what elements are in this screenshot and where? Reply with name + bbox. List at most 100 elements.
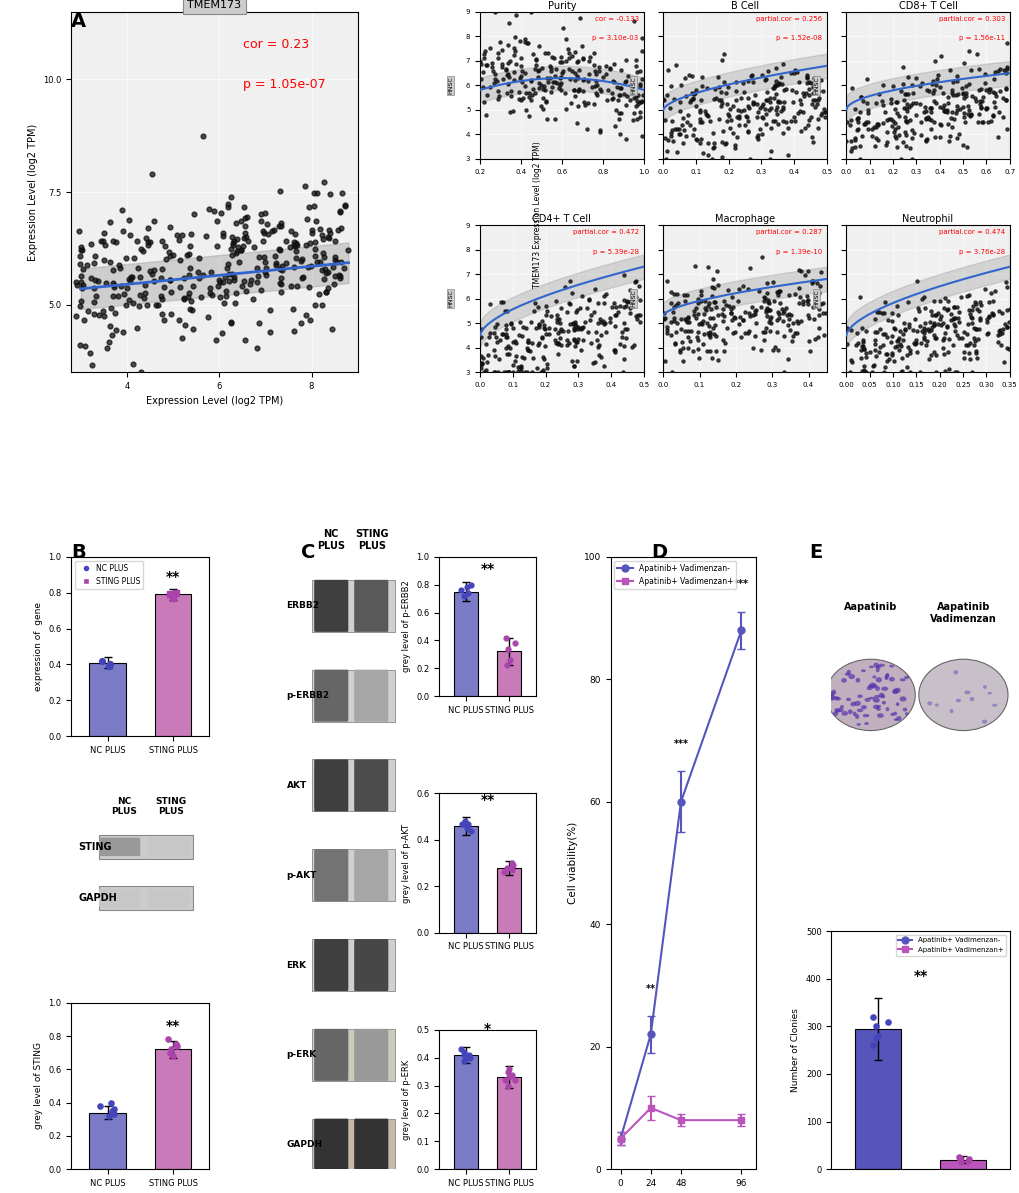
Point <box>537 324 553 344</box>
Point <box>524 348 540 367</box>
Point <box>499 64 516 84</box>
Ellipse shape <box>926 701 931 705</box>
Point <box>627 272 643 291</box>
Point <box>258 259 274 278</box>
Point <box>123 267 140 286</box>
Ellipse shape <box>895 703 899 706</box>
Point <box>855 330 871 350</box>
Point <box>883 327 900 346</box>
Point <box>115 322 131 341</box>
Point <box>926 305 943 324</box>
Point <box>506 351 523 370</box>
Point <box>873 336 890 356</box>
Point <box>700 296 716 315</box>
Point <box>570 97 586 116</box>
Point <box>768 104 785 123</box>
Point <box>595 357 611 376</box>
Point <box>1001 340 1017 359</box>
Point <box>917 110 933 129</box>
Point <box>901 363 917 382</box>
Point <box>546 110 562 129</box>
Point <box>716 135 733 154</box>
Point <box>635 86 651 105</box>
Point <box>522 341 538 360</box>
Point <box>83 234 99 253</box>
Point <box>557 51 574 70</box>
Ellipse shape <box>866 686 872 691</box>
Point <box>873 303 890 322</box>
Point <box>963 314 979 333</box>
Point <box>156 277 172 296</box>
Point <box>684 89 700 109</box>
Point <box>191 248 207 267</box>
Point <box>799 291 815 310</box>
Point <box>610 85 627 104</box>
Point <box>677 322 693 341</box>
Point <box>587 323 603 342</box>
Point <box>583 78 599 97</box>
Point <box>326 231 342 251</box>
Point <box>662 283 679 302</box>
Point <box>911 316 927 335</box>
Point <box>570 51 586 70</box>
Point <box>757 69 773 88</box>
Point <box>941 329 957 348</box>
Point <box>997 272 1013 291</box>
Point <box>658 142 675 161</box>
Point <box>501 650 518 669</box>
Text: STING: STING <box>78 842 112 852</box>
Point <box>106 276 122 295</box>
Point <box>804 84 820 103</box>
Point <box>198 227 214 246</box>
Point <box>585 94 601 113</box>
Point <box>574 36 590 55</box>
Point <box>855 339 871 358</box>
Point <box>981 111 998 130</box>
Point <box>998 301 1014 320</box>
Point <box>692 285 708 304</box>
Point <box>585 56 601 75</box>
Point <box>960 100 976 119</box>
Title: Neutrophil: Neutrophil <box>902 215 953 224</box>
Point <box>277 231 293 251</box>
Point <box>703 149 719 168</box>
Point <box>943 310 959 329</box>
Point <box>698 104 714 123</box>
Point <box>709 351 726 370</box>
Point <box>687 129 703 148</box>
Point <box>937 301 954 320</box>
Point <box>699 146 715 165</box>
Point <box>222 314 238 333</box>
Point <box>243 271 259 290</box>
Point <box>73 266 90 285</box>
Point <box>983 304 1000 323</box>
Point <box>567 70 583 89</box>
Point <box>717 134 734 153</box>
Point <box>321 185 337 204</box>
Point <box>224 246 240 265</box>
Point <box>530 336 546 356</box>
Point <box>585 302 601 321</box>
Point <box>888 336 904 356</box>
Ellipse shape <box>874 686 879 691</box>
Point <box>934 339 951 358</box>
Point <box>888 92 904 111</box>
Point <box>907 94 923 113</box>
Point <box>986 63 1003 82</box>
Point <box>959 104 975 123</box>
Point <box>999 119 1015 138</box>
Point <box>883 345 900 364</box>
Point <box>921 321 937 340</box>
Point <box>935 101 952 120</box>
Point <box>211 288 227 307</box>
Point <box>95 301 111 320</box>
Point <box>783 111 799 130</box>
Point <box>754 322 770 341</box>
Point <box>770 308 787 327</box>
Point <box>932 47 949 66</box>
Point <box>537 297 553 316</box>
Point <box>886 351 902 370</box>
Point <box>689 330 705 350</box>
Point <box>292 252 309 271</box>
Point <box>802 107 818 126</box>
